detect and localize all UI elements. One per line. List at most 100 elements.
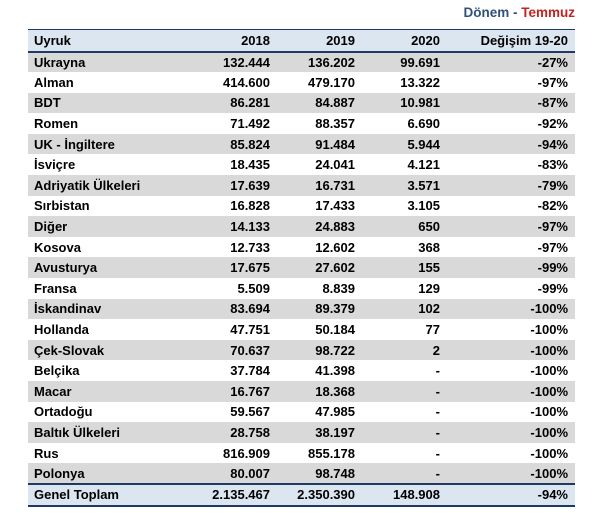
row-value: 71.492 <box>198 113 277 134</box>
row-value: -100% <box>447 463 575 484</box>
row-value: 16.731 <box>277 175 362 196</box>
column-header-2020: 2020 <box>362 29 447 53</box>
table-row: Macar 16.767 18.368- -100% <box>28 381 575 402</box>
row-value: 5.944 <box>362 133 447 155</box>
row-value: 368 <box>362 236 447 258</box>
row-label: Çek-Slovak <box>28 339 198 361</box>
table-row: Avusturya 17.675 27.602 155 -99% <box>28 257 575 279</box>
total-change: -94% <box>447 482 575 507</box>
row-value: 99.691 <box>362 51 447 73</box>
row-label: İskandinav <box>28 298 198 320</box>
row-value: 8.839 <box>277 278 362 299</box>
table-row: Polonya 80.007 98.748- -100% <box>28 463 575 484</box>
row-label: Ukrayna <box>28 51 198 73</box>
table-row: Ukrayna 132.444 136.202 99.691 -27% <box>28 51 575 73</box>
row-value: 414.600 <box>198 72 277 93</box>
table-row: Adriyatik Ülkeleri 17.639 16.731 3.571 -79% <box>28 175 575 196</box>
row-label: Diğer <box>28 216 198 237</box>
table-row: İskandinav 83.694 89.379 102 -100% <box>28 298 575 320</box>
row-value: 70.637 <box>198 339 277 361</box>
row-value: 12.602 <box>277 236 362 258</box>
row-value: 17.639 <box>198 175 277 196</box>
row-label: Ortadoğu <box>28 401 198 423</box>
row-value: -97% <box>447 72 575 93</box>
row-value: 84.887 <box>277 92 362 114</box>
row-value: -27% <box>447 51 575 73</box>
row-label: Kosova <box>28 236 198 258</box>
table-row: Diğer 14.133 24.883 650 -97% <box>28 216 575 237</box>
row-value: 37.784 <box>198 360 277 381</box>
total-2020: 148.908 <box>362 482 447 507</box>
row-value: 27.602 <box>277 257 362 279</box>
table-row: BDT 86.281 84.887 10.981 -87% <box>28 92 575 114</box>
table-row: Çek-Slovak 70.637 98.722 2 -100% <box>28 339 575 361</box>
row-value: 5.509 <box>198 278 277 299</box>
row-value: 50.184 <box>277 319 362 340</box>
row-value: -100% <box>447 319 575 340</box>
row-value: -97% <box>447 216 575 237</box>
row-label: Sırbistan <box>28 195 198 217</box>
row-value: 88.357 <box>277 113 362 134</box>
row-value: -99% <box>447 278 575 299</box>
total-label: Genel Toplam <box>28 482 198 507</box>
column-header-degisim: Değişim 19-20 <box>447 29 575 53</box>
row-value: 89.379 <box>277 298 362 320</box>
row-value: 98.722 <box>277 339 362 361</box>
row-value: - <box>362 401 447 423</box>
row-label: Hollanda <box>28 319 198 340</box>
total-row: Genel Toplam 2.135.467 2.350.390 148.908… <box>28 482 575 507</box>
table-row: Fransa 5.509 8.839 129 -99% <box>28 278 575 299</box>
row-value: 155 <box>362 257 447 279</box>
table-row: Rus 816.909 855.178- -100% <box>28 442 575 464</box>
nationality-table-container: Uyruk 2018 2019 2020 Değişim 19-20 Ukray… <box>28 29 575 507</box>
row-value: -92% <box>447 113 575 134</box>
table-body: Ukrayna 132.444 136.202 99.691 -27% Alman 414.… <box>28 51 575 484</box>
row-label: Romen <box>28 113 198 134</box>
row-value: 24.883 <box>277 216 362 237</box>
row-value: 102 <box>362 298 447 320</box>
row-label: Avusturya <box>28 257 198 279</box>
row-value: 14.133 <box>198 216 277 237</box>
table-footer: Genel Toplam 2.135.467 2.350.390 148.908… <box>28 482 575 507</box>
row-value: 10.981 <box>362 92 447 114</box>
row-label: Macar <box>28 381 198 402</box>
period-indicator: Dönem - Temmuz <box>463 5 575 20</box>
row-value: 3.105 <box>362 195 447 217</box>
row-value: 13.322 <box>362 72 447 93</box>
table-row: Hollanda 47.751 50.184 77 -100% <box>28 319 575 340</box>
row-value: -100% <box>447 422 575 443</box>
row-label: Baltık Ülkeleri <box>28 422 198 443</box>
total-2018: 2.135.467 <box>198 482 277 507</box>
row-value: 17.675 <box>198 257 277 279</box>
row-label: UK - İngiltere <box>28 133 198 155</box>
row-value: 83.694 <box>198 298 277 320</box>
table-row: Ortadoğu 59.567 47.985- -100% <box>28 401 575 423</box>
row-label: Alman <box>28 72 198 93</box>
row-value: -97% <box>447 236 575 258</box>
column-header-2018: 2018 <box>198 29 277 53</box>
row-value: 16.767 <box>198 381 277 402</box>
row-value: -100% <box>447 401 575 423</box>
row-value: - <box>362 463 447 484</box>
period-value: Temmuz <box>521 5 575 20</box>
row-value: 6.690 <box>362 113 447 134</box>
row-label: Belçika <box>28 360 198 381</box>
table-row: İsviçre 18.435 24.041 4.121 -83% <box>28 154 575 176</box>
row-label: İsviçre <box>28 154 198 176</box>
table-row: Alman 414.600 479.170 13.322 -97% <box>28 72 575 93</box>
row-label: BDT <box>28 92 198 114</box>
nationality-stats-table: Uyruk 2018 2019 2020 Değişim 19-20 Ukray… <box>28 29 575 507</box>
row-label: Polonya <box>28 463 198 484</box>
row-value: 24.041 <box>277 154 362 176</box>
row-value: -82% <box>447 195 575 217</box>
table-header: Uyruk 2018 2019 2020 Değişim 19-20 <box>28 29 575 53</box>
row-value: -100% <box>447 381 575 402</box>
row-value: -83% <box>447 154 575 176</box>
row-value: -100% <box>447 339 575 361</box>
row-label: Adriyatik Ülkeleri <box>28 175 198 196</box>
column-header-2019: 2019 <box>277 29 362 53</box>
row-value: -99% <box>447 257 575 279</box>
header-row: Uyruk 2018 2019 2020 Değişim 19-20 <box>28 29 575 53</box>
row-value: 12.733 <box>198 236 277 258</box>
row-value: 650 <box>362 216 447 237</box>
